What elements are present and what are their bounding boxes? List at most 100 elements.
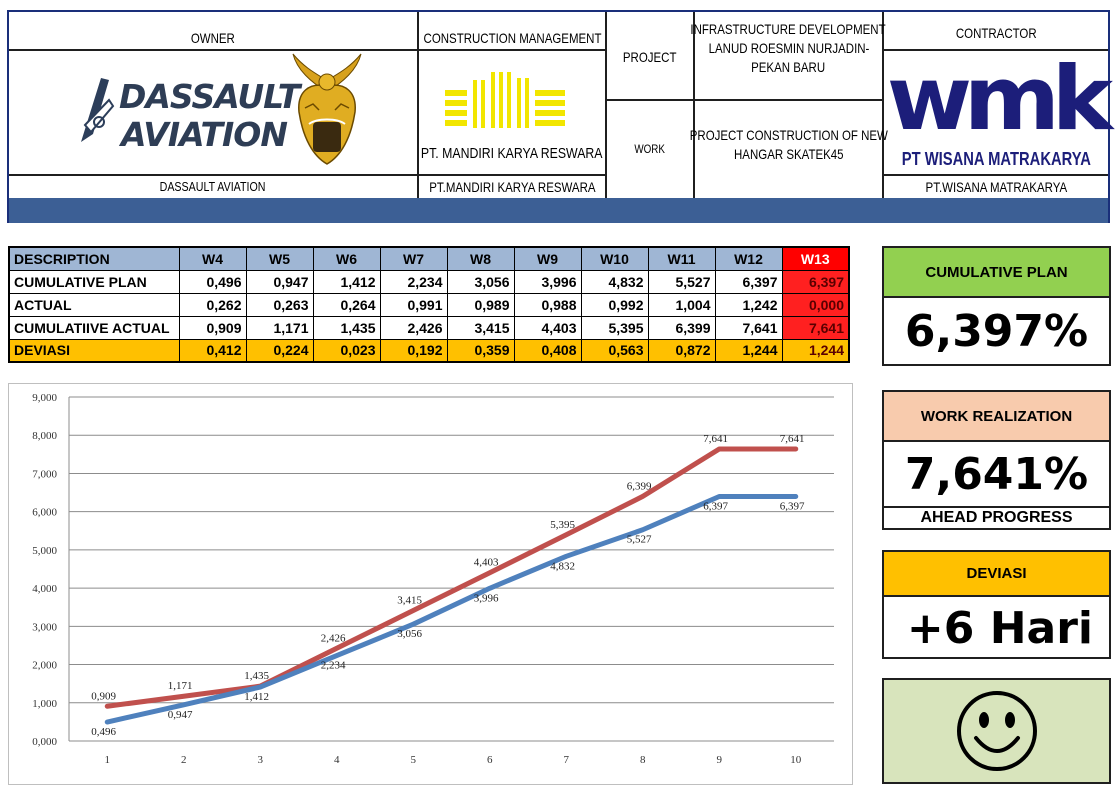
data-label: 3,996 bbox=[474, 592, 499, 604]
x-tick-label: 8 bbox=[640, 754, 646, 766]
realization-title-box: WORK REALIZATION bbox=[882, 390, 1111, 442]
table-cell: 5,527 bbox=[647, 269, 716, 294]
owner-name: DASSAULT AVIATION bbox=[160, 179, 266, 195]
data-label: 0,947 bbox=[168, 709, 193, 721]
data-label: 0,496 bbox=[91, 726, 116, 738]
table-cell: 0,000 bbox=[781, 292, 850, 317]
table-cell: 5,395 bbox=[580, 315, 649, 340]
table-cell: 4,403 bbox=[513, 315, 582, 340]
table-cell: 6,397 bbox=[781, 269, 850, 294]
column-header: W7 bbox=[379, 246, 448, 271]
divider bbox=[882, 12, 884, 198]
series-line bbox=[104, 446, 799, 709]
table-cell: 0,991 bbox=[379, 292, 448, 317]
table-cell: 0,264 bbox=[312, 292, 381, 317]
table-cell: 1,171 bbox=[245, 315, 314, 340]
table-cell: 3,415 bbox=[446, 315, 515, 340]
plan-value-box: 6,397% bbox=[882, 296, 1111, 366]
mandiri-logo bbox=[445, 72, 567, 130]
project-line: INFRASTRUCTURE DEVELOPMENT bbox=[690, 21, 887, 37]
cm-name: PT.MANDIRI KARYA RESWARA bbox=[428, 178, 596, 195]
column-header: W12 bbox=[714, 246, 783, 271]
x-tick-label: 4 bbox=[334, 754, 340, 766]
smiley-face-icon bbox=[956, 691, 1037, 771]
deviasi-value-box: +6 Hari bbox=[882, 595, 1111, 659]
column-header: W9 bbox=[513, 246, 582, 271]
table-cell: 0,263 bbox=[245, 292, 314, 317]
table-cell: 1,412 bbox=[312, 269, 381, 294]
data-label: 5,395 bbox=[550, 519, 575, 531]
progress-table: DESCRIPTION W4 W5 W6 W7 W8 W9 W10 W11 W1… bbox=[8, 246, 850, 363]
table-cell: 3,056 bbox=[446, 269, 515, 294]
x-tick-label: 1 bbox=[105, 754, 111, 766]
table-cell: 1,004 bbox=[647, 292, 716, 317]
table-cell: 0,262 bbox=[178, 292, 247, 317]
data-label: 6,399 bbox=[627, 480, 652, 492]
plan-title: CUMULATIVE PLAN bbox=[925, 263, 1068, 281]
y-tick-label: 1,000 bbox=[32, 698, 57, 710]
table-cell: 7,641 bbox=[781, 315, 850, 340]
realization-title: WORK REALIZATION bbox=[920, 407, 1073, 425]
row-label: CUMULATIIVE ACTUAL bbox=[8, 315, 180, 340]
contractor-logo-caption: PT WISANA MATRAKARYA bbox=[901, 148, 1091, 169]
table-cell: 1,242 bbox=[714, 292, 783, 317]
data-label: 2,426 bbox=[321, 632, 346, 644]
table-cell: 1,244 bbox=[781, 338, 850, 363]
table-cell: 0,496 bbox=[178, 269, 247, 294]
data-label: 6,397 bbox=[703, 500, 728, 512]
table-row-deviasi: DEVIASI 0,412 0,224 0,023 0,192 0,359 0,… bbox=[8, 338, 850, 363]
owner-label: OWNER bbox=[190, 29, 235, 46]
table-cell: 6,399 bbox=[647, 315, 716, 340]
work-label: WORK bbox=[634, 141, 666, 156]
wmk-logo: wmk bbox=[884, 52, 1113, 146]
progress-chart: 0,000 1,000 2,000 3,000 4,000 5,000 6,000 7,000… bbox=[8, 383, 853, 785]
eagle-emblem-icon bbox=[292, 53, 362, 165]
contractor-label: CONTRACTOR bbox=[955, 24, 1037, 41]
table-cell: 0,192 bbox=[379, 338, 448, 363]
divider bbox=[9, 174, 607, 176]
table-cell: 4,832 bbox=[580, 269, 649, 294]
building-logo-icon bbox=[445, 72, 565, 128]
divider bbox=[417, 12, 419, 198]
work-value: PROJECT CONSTRUCTION OF NEW HANGAR SKATE… bbox=[689, 126, 887, 176]
data-label: 0,909 bbox=[91, 690, 116, 702]
x-tick-label: 9 bbox=[717, 754, 723, 766]
data-label: 1,412 bbox=[244, 691, 269, 703]
header-band bbox=[9, 198, 1108, 223]
table-row: CUMULATIVE PLAN 0,496 0,947 1,412 2,234 … bbox=[8, 269, 850, 294]
cm-logo-caption: PT. MANDIRI KARYA RESWARA bbox=[421, 144, 603, 162]
table-cell: 1,435 bbox=[312, 315, 381, 340]
data-label: 4,832 bbox=[550, 560, 575, 572]
table-cell: 0,909 bbox=[178, 315, 247, 340]
deviasi-title: DEVIASI bbox=[966, 565, 1027, 582]
y-tick-label: 8,000 bbox=[32, 430, 57, 442]
data-label: 7,641 bbox=[703, 433, 728, 445]
realization-value-box: 7,641% bbox=[882, 440, 1111, 508]
column-header: DESCRIPTION bbox=[8, 246, 180, 271]
data-label: 3,415 bbox=[397, 594, 422, 606]
plan-value: 6,397% bbox=[904, 305, 1089, 357]
x-tick-label: 3 bbox=[258, 754, 264, 766]
realization-value: 7,641% bbox=[904, 448, 1089, 500]
deviasi-value: +6 Hari bbox=[906, 603, 1093, 654]
data-label: 1,171 bbox=[168, 680, 193, 692]
x-tick-label: 2 bbox=[181, 754, 187, 766]
x-tick-label: 10 bbox=[790, 754, 802, 766]
cm-label: CONSTRUCTION MANAGEMENT bbox=[423, 29, 601, 46]
deviasi-title-box: DEVIASI bbox=[882, 550, 1111, 597]
status-smiley-box bbox=[882, 678, 1111, 784]
divider bbox=[605, 12, 607, 198]
series-line bbox=[104, 493, 799, 725]
air-force-emblem bbox=[289, 52, 365, 170]
data-label: 4,403 bbox=[474, 557, 499, 569]
y-tick-label: 9,000 bbox=[32, 392, 57, 404]
row-label: DEVIASI bbox=[8, 338, 180, 363]
column-header: W5 bbox=[245, 246, 314, 271]
column-header: W13 bbox=[781, 246, 850, 271]
y-tick-label: 0,000 bbox=[32, 736, 57, 748]
table-cell: 0,989 bbox=[446, 292, 515, 317]
column-header: W4 bbox=[178, 246, 247, 271]
project-header: OWNER DASSAULT AVIATION DASSAULT AVIATIO… bbox=[7, 10, 1113, 223]
table-cell: 3,996 bbox=[513, 269, 582, 294]
table-row: ACTUAL 0,262 0,263 0,264 0,991 0,989 0,9… bbox=[8, 292, 850, 317]
